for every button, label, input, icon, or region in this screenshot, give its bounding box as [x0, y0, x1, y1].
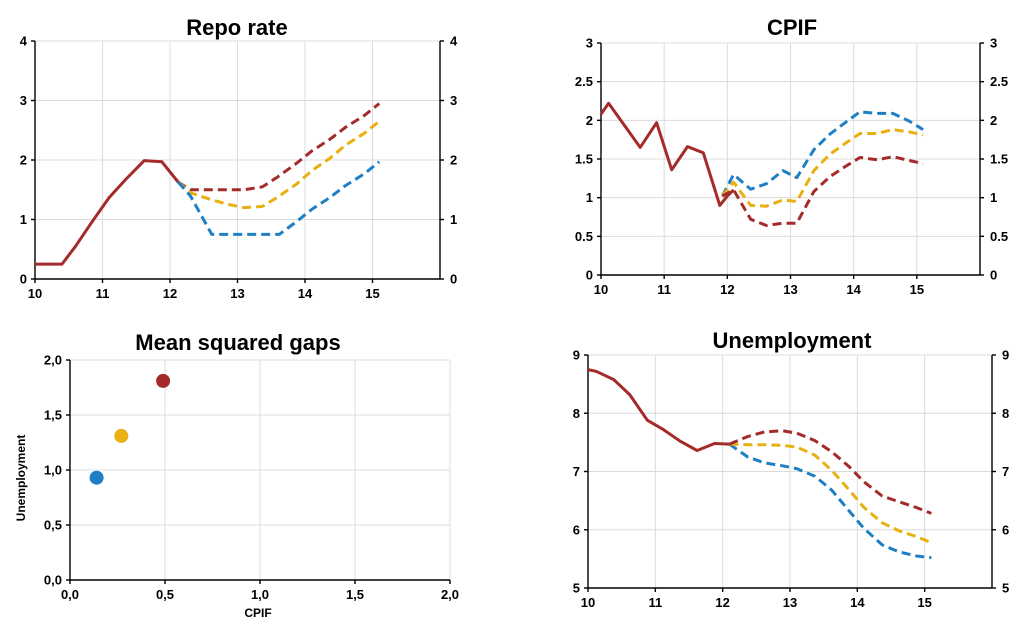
x-tick-label: 14 [298, 286, 313, 301]
y-tick-label-right: 8 [1002, 406, 1009, 421]
series-line-forecast [177, 102, 381, 192]
series-line-outcome [35, 159, 180, 266]
x-tick-label: 14 [846, 282, 861, 297]
y-tick-label-left: 9 [573, 348, 580, 363]
y-tick-label-right: 1 [450, 212, 457, 227]
x-tick-label: 0,5 [156, 587, 174, 602]
series-line-outcome [599, 101, 735, 207]
y-tick-label-right: 0.5 [990, 229, 1008, 244]
unemployment-panel: Unemployment 10 11 12 13 14 15 5 6 7 8 9 5 6 7 8 9 [573, 328, 1009, 610]
y-tick-label-right: 7 [1002, 464, 1009, 479]
series-line-forecast [729, 442, 932, 544]
y-tick-label-left: 1,5 [44, 408, 62, 423]
x-tick-label: 0,0 [61, 587, 79, 602]
y-tick-label-left: 1,0 [44, 463, 62, 478]
x-tick-label: 14 [850, 595, 865, 610]
y-tick-label-right: 3 [450, 93, 457, 108]
y-tick-label-left: 6 [573, 522, 580, 537]
y-tick-label-right: 3 [990, 36, 997, 51]
x-tick-label: 10 [594, 282, 608, 297]
y-tick-label-right: 0 [990, 268, 997, 283]
x-tick-label: 13 [783, 595, 797, 610]
mean-squared-gaps-panel: Mean squared gaps CPIF Unemployment 0,0 0… [14, 330, 459, 620]
series-line-forecast [728, 442, 932, 560]
y-tick-label-left: 0,0 [44, 573, 62, 588]
x-tick-label: 1,0 [251, 587, 269, 602]
series-line-outcome [587, 368, 730, 452]
scatter-point [156, 373, 171, 388]
y-tick-label-left: 0.5 [575, 229, 593, 244]
x-tick-label: 11 [657, 282, 671, 297]
x-tick-label: 15 [917, 595, 931, 610]
scatter-point [89, 470, 104, 485]
x-tick-label: 12 [163, 286, 177, 301]
y-tick-label-left: 3 [586, 36, 593, 51]
x-tick-label: 13 [230, 286, 244, 301]
y-tick-label-right: 2.5 [990, 74, 1008, 89]
x-tick-label: 15 [910, 282, 924, 297]
chart-title: Unemployment [713, 328, 873, 353]
y-tick-label-right: 6 [1002, 522, 1009, 537]
x-tick-label: 12 [715, 595, 729, 610]
y-tick-label-left: 2,0 [44, 353, 62, 368]
series-line-forecast [721, 128, 924, 208]
y-tick-label-right: 9 [1002, 348, 1009, 363]
scatter-point [114, 428, 129, 443]
y-tick-label-left: 2 [20, 153, 27, 168]
y-tick-label-left: 8 [573, 406, 580, 421]
y-tick-label-right: 1.5 [990, 152, 1008, 167]
x-tick-label: 11 [648, 595, 662, 610]
series-line-forecast [720, 110, 924, 197]
x-tick-label: 12 [720, 282, 734, 297]
x-tick-label: 15 [365, 286, 379, 301]
chart-title: Mean squared gaps [135, 330, 340, 355]
series-line-forecast [721, 155, 924, 227]
chart-title: CPIF [767, 15, 817, 40]
y-tick-label-left: 3 [20, 93, 27, 108]
chart-title: Repo rate [186, 15, 287, 40]
y-tick-label-left: 1 [20, 212, 27, 227]
x-axis-label: CPIF [244, 606, 271, 620]
series-line-forecast [176, 160, 381, 236]
y-tick-label-right: 1 [990, 190, 997, 205]
series-line-forecast [728, 429, 932, 515]
x-tick-label: 13 [783, 282, 797, 297]
cpif-panel: CPIF 10 11 12 13 14 15 0 0.5 1 1.5 2 2.5 3 0 0.5 1 1.5 2 2… [575, 15, 1008, 297]
y-tick-label-right: 2 [990, 113, 997, 128]
y-tick-label-left: 5 [573, 581, 580, 596]
y-axis-label: Unemployment [14, 435, 28, 522]
x-tick-label: 2,0 [441, 587, 459, 602]
y-tick-label-left: 2.5 [575, 74, 593, 89]
series-line-forecast [177, 120, 381, 210]
y-tick-label-right: 0 [450, 272, 457, 287]
y-tick-label-left: 1 [586, 190, 593, 205]
y-tick-label-left: 0,5 [44, 518, 62, 533]
x-tick-label: 1,5 [346, 587, 364, 602]
y-tick-label-right: 2 [450, 153, 457, 168]
y-tick-label-left: 0 [20, 272, 27, 287]
y-tick-label-left: 4 [20, 34, 28, 49]
y-tick-label-right: 5 [1002, 581, 1009, 596]
x-tick-label: 10 [28, 286, 42, 301]
x-tick-label: 11 [96, 286, 110, 301]
y-tick-label-left: 7 [573, 464, 580, 479]
y-tick-label-left: 2 [586, 113, 593, 128]
y-tick-label-left: 1.5 [575, 152, 593, 167]
y-tick-label-left: 0 [586, 268, 593, 283]
y-tick-label-right: 4 [450, 34, 458, 49]
x-tick-label: 10 [581, 595, 595, 610]
